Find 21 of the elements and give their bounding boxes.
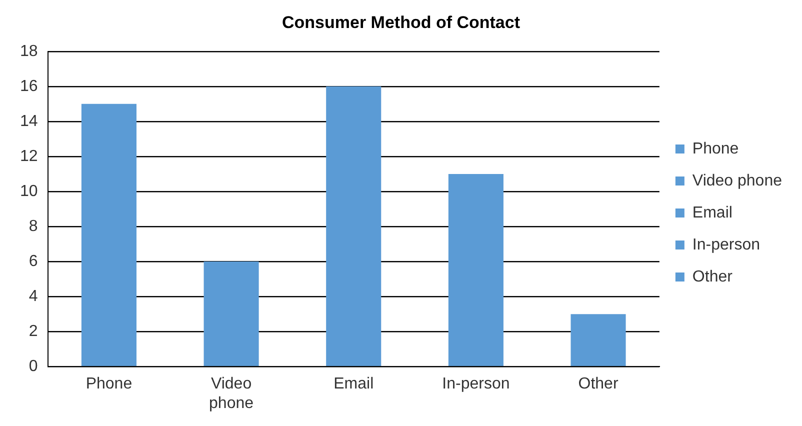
legend-label: Other <box>692 268 734 286</box>
y-tick-label: 8 <box>28 218 38 235</box>
y-tick-label: 14 <box>20 112 38 130</box>
y-tick-label: 18 <box>20 42 38 60</box>
y-tick-label: 12 <box>20 148 38 165</box>
y-tick-label: 16 <box>20 78 38 95</box>
y-tick-label: 6 <box>28 252 38 270</box>
x-tick-label: Phone <box>86 376 132 393</box>
y-tick-label: 4 <box>28 288 38 305</box>
y-tick-label: 0 <box>28 358 38 376</box>
x-tick-label: Other <box>578 376 619 393</box>
x-tick-label: In-person <box>442 376 510 393</box>
legend-label: Phone <box>692 140 739 158</box>
x-tick-label: Email <box>334 376 374 393</box>
y-tick-label: 10 <box>20 182 38 200</box>
legend-label: Email <box>692 204 732 222</box>
legend-label: Video phone <box>692 172 782 190</box>
chart-title: Consumer Method of Contact <box>282 12 520 32</box>
legend-label: In-person <box>692 236 760 254</box>
x-tick-label: Video phone <box>209 376 254 412</box>
y-tick-label: 2 <box>28 322 38 340</box>
